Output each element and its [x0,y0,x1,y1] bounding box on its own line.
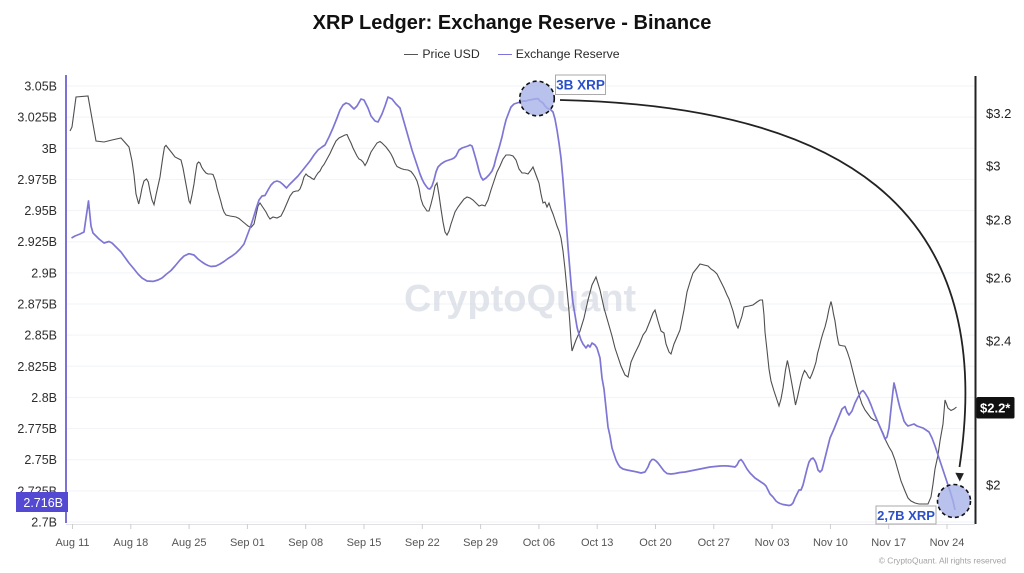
svg-text:3B: 3B [42,142,57,156]
svg-text:Nov 10: Nov 10 [813,537,848,549]
svg-text:2.9B: 2.9B [31,266,57,280]
svg-text:Oct 27: Oct 27 [698,537,730,549]
svg-text:Nov 03: Nov 03 [755,537,790,549]
svg-text:$2.2*: $2.2* [980,401,1011,416]
svg-text:$3.2: $3.2 [986,106,1011,121]
svg-text:2.8B: 2.8B [31,391,57,405]
svg-text:$2.8: $2.8 [986,212,1011,227]
svg-text:Aug 11: Aug 11 [55,537,89,549]
svg-text:Sep 01: Sep 01 [230,537,265,549]
svg-text:Nov 17: Nov 17 [871,537,906,549]
svg-text:2.7B: 2.7B [31,516,57,530]
svg-text:2.775B: 2.775B [17,422,57,436]
svg-text:2.875B: 2.875B [17,298,57,312]
svg-text:Nov 24: Nov 24 [930,537,965,549]
svg-text:2.95B: 2.95B [24,204,57,218]
svg-text:Oct 20: Oct 20 [639,537,671,549]
svg-text:© CryptoQuant. All rights rese: © CryptoQuant. All rights reserved [879,556,1007,566]
svg-text:2.75B: 2.75B [24,453,57,467]
svg-text:Oct 13: Oct 13 [581,537,613,549]
svg-text:$2.4: $2.4 [986,334,1011,349]
svg-text:2.825B: 2.825B [17,360,57,374]
svg-text:Sep 15: Sep 15 [347,537,382,549]
svg-text:$2: $2 [986,478,1000,493]
svg-text:3.025B: 3.025B [17,111,57,125]
svg-text:Aug 25: Aug 25 [172,537,207,549]
svg-text:Sep 22: Sep 22 [405,537,440,549]
svg-text:Sep 08: Sep 08 [288,537,323,549]
svg-text:2.925B: 2.925B [17,235,57,249]
svg-text:3.05B: 3.05B [24,80,57,94]
svg-text:Aug 18: Aug 18 [113,537,148,549]
svg-text:Oct 06: Oct 06 [523,537,555,549]
svg-text:3B XRP: 3B XRP [556,78,605,93]
svg-text:2.716B: 2.716B [23,496,63,510]
svg-text:2,7B XRP: 2,7B XRP [877,508,935,523]
svg-text:$3: $3 [986,159,1000,174]
svg-text:$2.6: $2.6 [986,270,1011,285]
svg-text:Sep 29: Sep 29 [463,537,498,549]
svg-text:CryptoQuant: CryptoQuant [404,278,637,320]
svg-text:2.85B: 2.85B [24,329,57,343]
svg-text:2.975B: 2.975B [17,173,57,187]
